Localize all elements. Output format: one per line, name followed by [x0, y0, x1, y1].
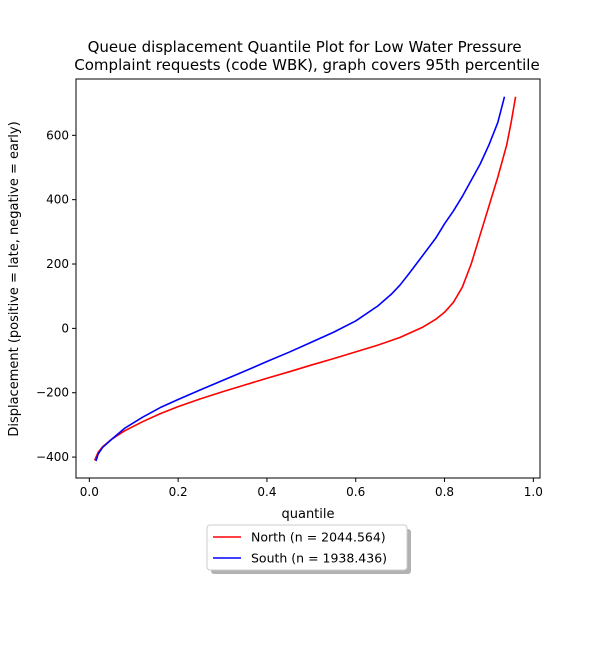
- x-tick-label: 0.0: [80, 485, 99, 499]
- x-tick-label: 0.6: [346, 485, 365, 499]
- x-tick-label: 0.8: [435, 485, 454, 499]
- y-tick-label: 600: [46, 128, 69, 142]
- chart-title: Queue displacement Quantile Plot for Low…: [74, 38, 539, 74]
- y-tick-label: 0: [61, 321, 69, 335]
- legend-label: North (n = 2044.564): [251, 530, 386, 545]
- legend: North (n = 2044.564) South (n = 1938.436): [206, 524, 411, 574]
- y-axis: −400 −200 0 200 400 600: [36, 128, 76, 464]
- chart-title-line-2: Complaint requests (code WBK), graph cov…: [74, 56, 539, 74]
- y-tick-label: −400: [36, 450, 69, 464]
- legend-box: [206, 524, 408, 571]
- chart-title-line-1: Queue displacement Quantile Plot for Low…: [88, 38, 522, 56]
- y-tick-label: −200: [36, 386, 69, 400]
- series-line-south: [95, 96, 506, 462]
- y-tick-label: 200: [46, 257, 69, 271]
- legend-entries: North (n = 2044.564) South (n = 1938.436): [213, 530, 387, 566]
- series-lines: [93, 96, 517, 462]
- y-axis-label: Displacement (positive = late, negative …: [7, 121, 22, 436]
- x-tick-label: 1.0: [524, 485, 543, 499]
- plot-area: [75, 78, 541, 479]
- x-axis: 0.0 0.2 0.4 0.6 0.8 1.0: [80, 478, 543, 499]
- x-axis-label: quantile: [281, 507, 334, 522]
- x-tick-label: 0.4: [257, 485, 276, 499]
- legend-label: South (n = 1938.436): [251, 551, 387, 566]
- series-line-north: [93, 96, 517, 461]
- x-tick-label: 0.2: [169, 485, 188, 499]
- y-tick-label: 400: [46, 193, 69, 207]
